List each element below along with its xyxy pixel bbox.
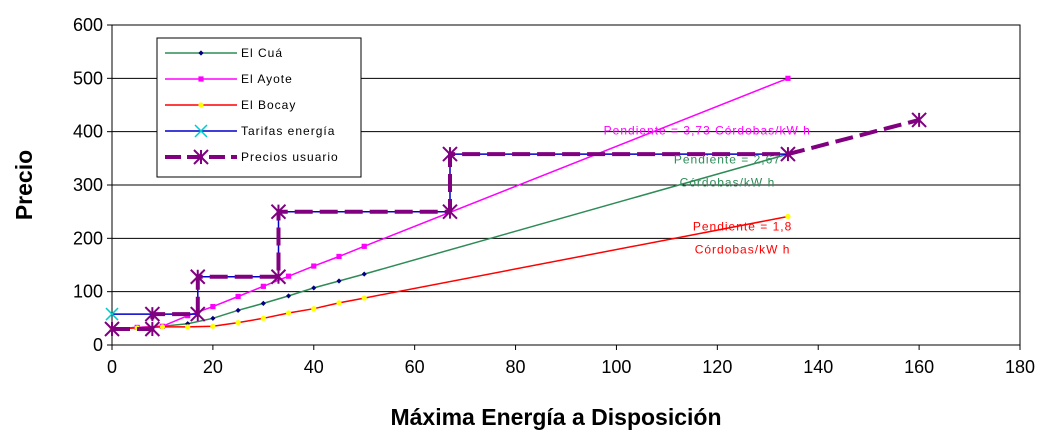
legend-label-el-ayote: El Ayote	[241, 72, 293, 86]
point-precios-usuario-1	[144, 321, 161, 337]
legend-marker-el-ayote	[198, 76, 204, 82]
point-el-ayote-10	[361, 243, 367, 249]
y-tick-label-300: 300	[73, 175, 103, 195]
series-precios-usuario	[104, 112, 927, 337]
point-precios-usuario-3	[190, 306, 206, 322]
point-el-cua-4	[210, 315, 216, 321]
point-precios-usuario-8	[442, 146, 458, 162]
point-precios-usuario-7	[442, 203, 458, 220]
legend-label-tarifas-energia: Tarifas energía	[241, 124, 335, 138]
annotation-2-line-0: Pendiente = 1,8	[693, 219, 792, 233]
x-tick-label-0: 0	[107, 357, 117, 377]
y-tick-label-200: 200	[73, 228, 103, 248]
series-line-el-bocay	[111, 215, 789, 330]
legend-marker-tarifas-energia	[194, 124, 208, 138]
slope-annotations: Pendiente = 3,73 Córdobas/kW h Pendiente …	[604, 123, 811, 256]
point-el-cua-9	[336, 278, 342, 284]
point-el-bocay-11	[785, 213, 791, 220]
point-el-bocay-7	[285, 310, 292, 316]
point-precios-usuario-2	[144, 306, 161, 322]
point-el-ayote-4	[210, 304, 216, 310]
x-axis-title: Máxima Energía a Disposición	[390, 404, 721, 430]
point-el-bocay-5	[235, 320, 241, 326]
point-el-ayote-6	[260, 283, 266, 289]
legend-item-tarifas-energia: Tarifas energía	[165, 124, 335, 138]
y-axis-ticks: 0 100 200 300 400 500 600	[73, 15, 112, 355]
x-tick-label-20: 20	[203, 357, 223, 377]
point-el-ayote-11	[785, 75, 791, 81]
x-tick-label-120: 120	[702, 357, 732, 377]
y-tick-label-500: 500	[73, 68, 103, 88]
point-el-ayote-9	[336, 253, 342, 260]
point-precios-usuario-0	[104, 321, 120, 337]
point-el-cua-6	[260, 300, 266, 306]
point-el-bocay-2	[159, 324, 166, 330]
legend-marker-precios-usuario	[193, 149, 209, 165]
x-tick-label-80: 80	[506, 357, 526, 377]
legend-label-el-bocay: El Bocay	[241, 98, 296, 112]
x-tick-label-160: 160	[904, 357, 934, 377]
y-tick-label-100: 100	[73, 282, 103, 302]
legend-marker-el-bocay	[198, 102, 204, 108]
point-el-bocay-3	[185, 324, 191, 330]
point-precios-usuario-9	[780, 146, 796, 162]
annotation-2-line-1: Córdobas/kW h	[695, 242, 791, 256]
legend-item-el-bocay: El Bocay	[165, 98, 296, 112]
point-precios-usuario-5	[270, 269, 287, 285]
y-axis-title: Precio	[11, 150, 37, 220]
y-tick-label-600: 600	[73, 15, 103, 35]
legend-label-precios-usuario: Precios usuario	[241, 150, 339, 164]
legend-item-precios-usuario: Precios usuario	[165, 149, 339, 165]
legend-item-el-ayote: El Ayote	[165, 72, 293, 86]
series-el-bocay	[109, 213, 791, 332]
legend: El Cuá El Ayote El Bocay Tarifas energía Pre…	[156, 37, 362, 178]
x-tick-label-100: 100	[601, 357, 631, 377]
annotation-0-line-0: Pendiente = 3,73 Córdobas/kW h	[604, 123, 811, 137]
point-el-bocay-8	[311, 306, 317, 312]
x-tick-label-140: 140	[803, 357, 833, 377]
point-el-bocay-9	[336, 300, 342, 306]
point-el-ayote-5	[235, 293, 241, 300]
legend-marker-el-cua	[198, 50, 204, 56]
point-precios-usuario-4	[190, 269, 206, 285]
point-el-cua-5	[235, 307, 241, 313]
point-el-ayote-8	[311, 263, 317, 269]
point-el-ayote-7	[285, 273, 292, 279]
x-axis-ticks: 0 20 40 60 80 100 120 140 160 180	[107, 345, 1035, 377]
y-tick-label-0: 0	[93, 335, 103, 355]
point-el-cua-10	[361, 271, 367, 277]
y-tick-label-400: 400	[73, 122, 103, 142]
point-el-cua-8	[311, 285, 317, 291]
annotation-1-line-0: Pendiente = 2,67	[674, 153, 781, 167]
legend-item-el-cua: El Cuá	[165, 46, 283, 60]
legend-label-el-cua: El Cuá	[241, 46, 283, 60]
point-tarifas-energia-0	[105, 307, 119, 321]
legend-box	[156, 37, 362, 178]
point-el-bocay-6	[260, 315, 266, 321]
point-el-cua-3	[185, 321, 191, 327]
point-precios-usuario-6	[270, 203, 287, 220]
point-el-bocay-10	[361, 295, 367, 301]
x-tick-label-60: 60	[405, 357, 425, 377]
point-el-cua-7	[285, 293, 292, 299]
annotation-1-line-1: Córdobas/kW h	[680, 176, 776, 190]
x-tick-label-40: 40	[304, 357, 324, 377]
point-el-bocay-4	[210, 323, 216, 329]
series-group	[104, 75, 927, 337]
point-precios-usuario-10	[911, 112, 927, 128]
x-tick-label-180: 180	[1005, 357, 1035, 377]
